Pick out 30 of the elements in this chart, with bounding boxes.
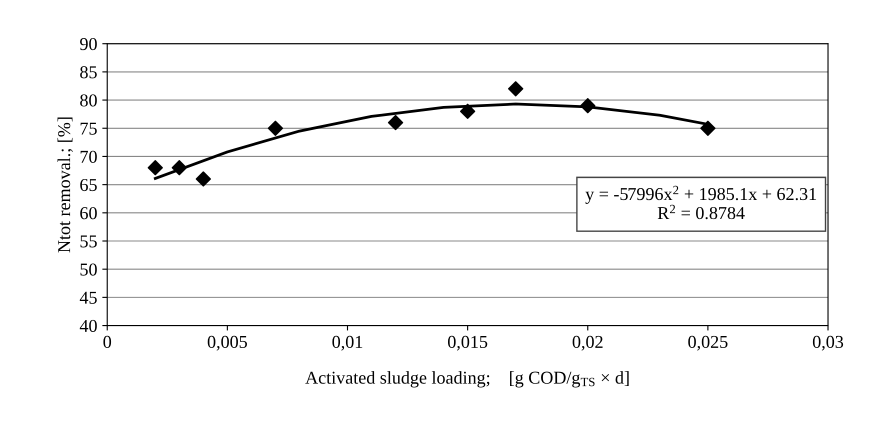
point [388,114,404,130]
point [148,160,163,176]
point [508,81,524,96]
y-tick-label: 80 [80,94,97,107]
x-tick-label: 0,005 [208,336,247,351]
x-tick-label: 0,01 [332,336,362,351]
y-tick-label: 50 [80,263,97,276]
point [700,120,716,136]
y-tick-label: 65 [80,178,97,192]
y-tick-label: 85 [80,66,97,78]
y-tick-label: 40 [80,320,97,332]
x-tick-label: 0 [103,336,112,348]
x-axis-title: Activated sludge loading; [g COD/g$_{TS}$ × d] [305,371,629,388]
annotation: y = -57996x$^{2}$ + 1985.1x + 62.31 R$^{2}$ = 0.8784 [585,186,816,220]
x-tick-label: 0,02 [572,336,603,351]
y-tick-label: 70 [80,150,97,163]
x-tick-label: 0,03 [812,336,844,351]
y-tick-label: 75 [80,122,97,135]
y-tick-label: 55 [80,235,97,248]
y-tick-label: 90 [80,38,97,50]
x-tick-label: 0,025 [688,336,728,351]
point [580,98,596,114]
point [172,160,187,176]
point [460,104,476,119]
y-axis-title: Ntot removal.; [%] [58,118,73,253]
x-tick-label: 0,015 [448,336,488,351]
y-tick-label: 60 [80,207,97,220]
point [196,171,211,187]
y-tick-label: 45 [80,292,97,304]
point [268,120,284,136]
